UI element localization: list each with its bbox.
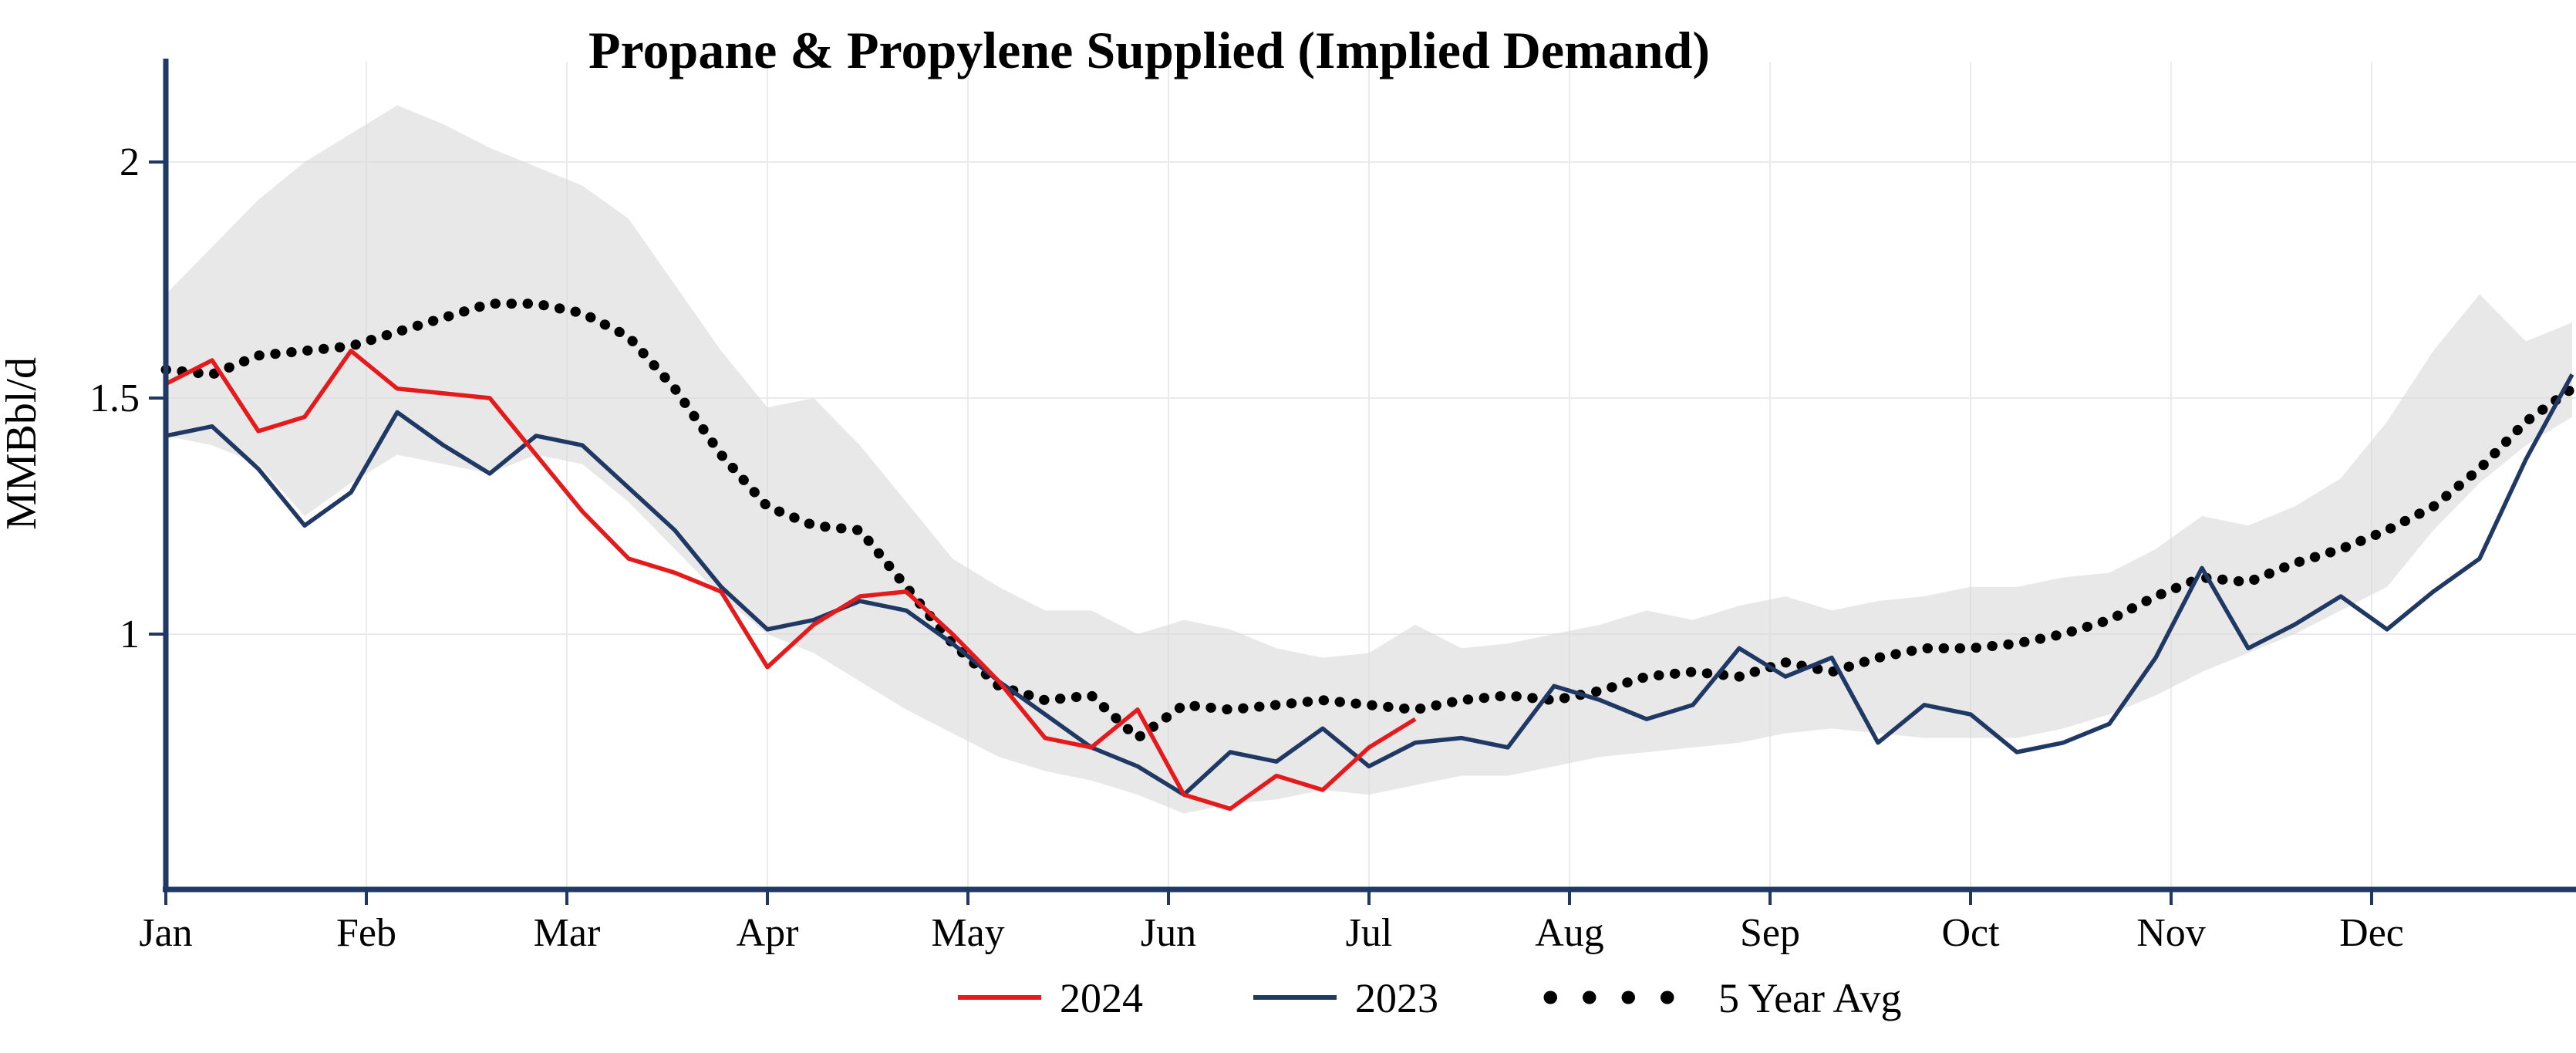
legend: 2024 2023 5 Year Avg (958, 975, 1902, 1021)
x-tick-label: Jul (1346, 911, 1393, 955)
x-tick-label: Nov (2136, 911, 2206, 955)
x-tick-label: Apr (737, 911, 799, 955)
range-band-group (166, 105, 2572, 814)
x-tick-label: Dec (2339, 911, 2404, 955)
five-year-range-band (166, 105, 2572, 814)
y-tick-label: 1 (120, 613, 140, 656)
x-tick-label: Mar (534, 911, 601, 955)
series-line-5-year-avg (160, 299, 2576, 744)
axis-ticks-and-labels: 1 1.5 2 Jan Feb Mar Apr May Jun Jul Aug Sep Oct Nov De… (89, 140, 2404, 955)
legend-label-2023: 2023 (1355, 975, 1438, 1021)
series-lines-group (160, 299, 2576, 812)
x-tick-label: May (931, 911, 1004, 955)
series-line-2024 (164, 349, 1417, 812)
legend-label-2024: 2024 (1060, 975, 1143, 1021)
x-tick-label: Jan (139, 911, 192, 955)
gridlines (166, 62, 2576, 889)
legend-label-5-year-avg: 5 Year Avg (1718, 975, 1902, 1021)
x-tick-label: Aug (1535, 911, 1604, 955)
y-tick-label: 2 (120, 140, 140, 184)
x-tick-label: Sep (1740, 911, 1800, 955)
x-tick-label: Oct (1941, 911, 2000, 955)
x-tick-label: Feb (336, 911, 396, 955)
y-axis-label: MMBbl/d (0, 357, 46, 530)
x-tick-label: Jun (1141, 911, 1196, 955)
series-line-2023 (165, 373, 2574, 797)
y-tick-label: 1.5 (89, 376, 140, 420)
chart-title: Propane & Propylene Supplied (Implied De… (588, 21, 1710, 79)
